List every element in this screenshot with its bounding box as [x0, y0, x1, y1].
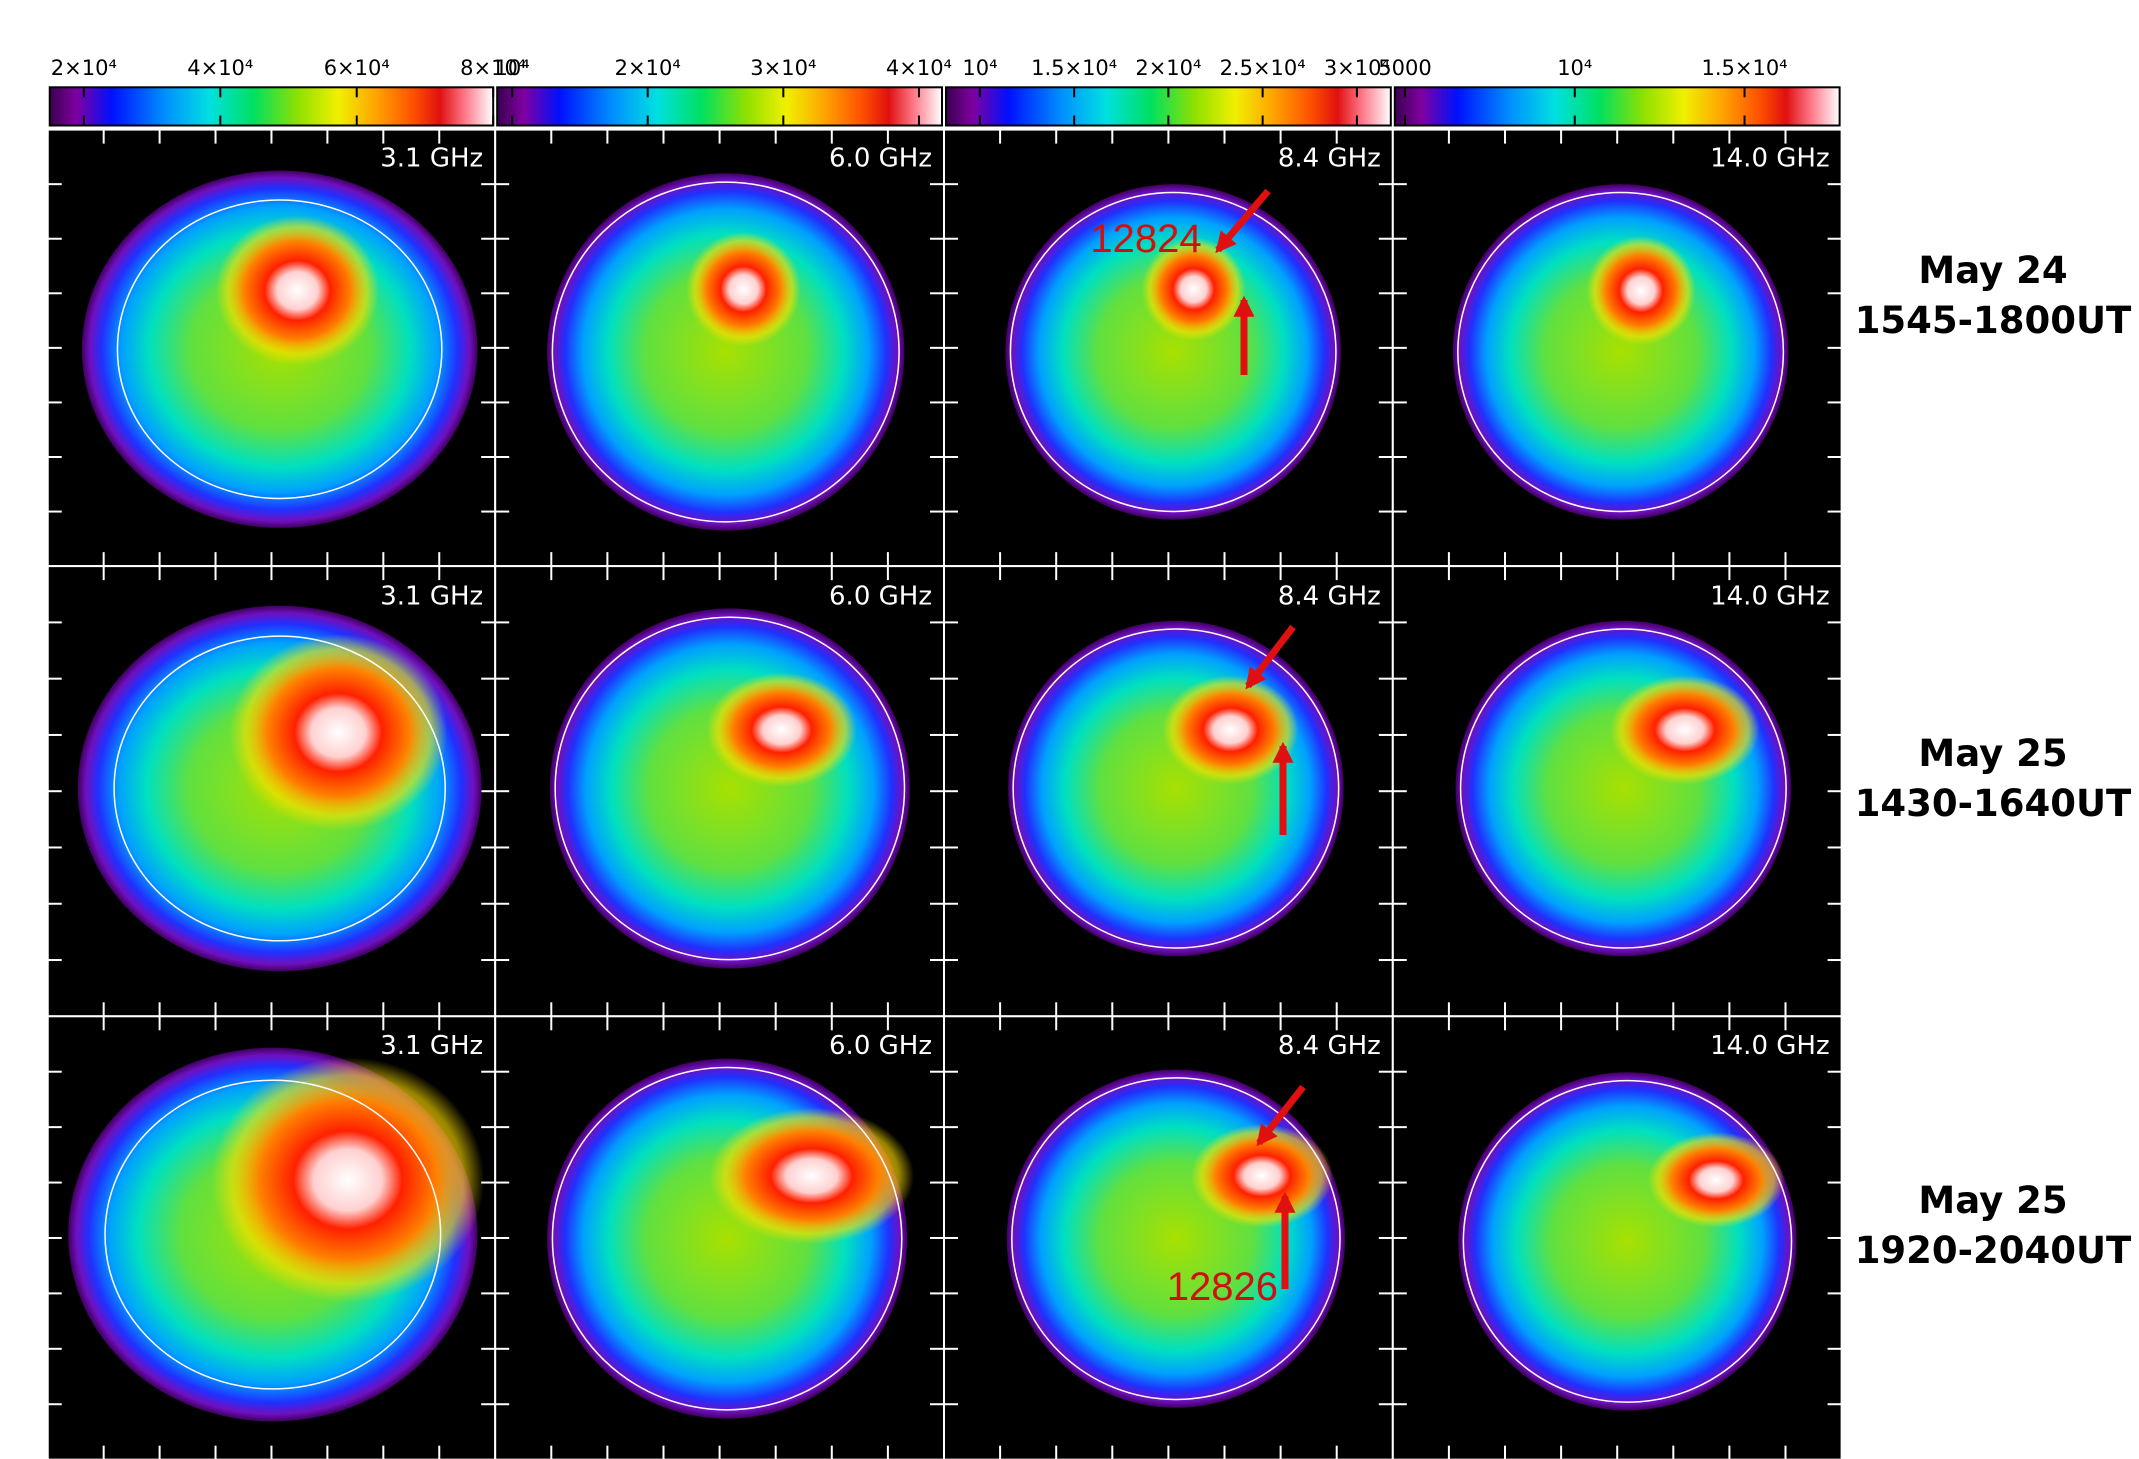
- active-region: [229, 634, 447, 830]
- solar-disk: [550, 608, 910, 968]
- colorbar-tick-label: 2×10⁴: [51, 56, 117, 80]
- row-date: May 24: [1918, 249, 2067, 292]
- solar-disk: [1456, 621, 1792, 957]
- solar-disk: [547, 173, 904, 530]
- colorbar: [497, 87, 942, 125]
- solar-disk: [1458, 1072, 1796, 1410]
- colorbar-tick-label: 4×10⁴: [886, 56, 952, 80]
- frequency-label: 14.0 GHz: [1710, 1031, 1830, 1061]
- colorbar-tick-label: 10⁴: [495, 56, 530, 80]
- frequency-label: 6.0 GHz: [829, 1031, 932, 1061]
- annotation: 12824: [1090, 217, 1201, 261]
- frequency-label: 8.4 GHz: [1278, 143, 1381, 173]
- active-region: [1587, 236, 1696, 345]
- colorbar-tick-label: 2×10⁴: [1135, 56, 1201, 80]
- colorbar-tick-label: 2.5×10⁴: [1220, 56, 1306, 80]
- frequency-label: 8.4 GHz: [1278, 582, 1381, 612]
- colorbar-tick-label: 3×10⁴: [750, 56, 816, 80]
- colorbar-tick-label: 1.5×10⁴: [1031, 56, 1117, 80]
- frequency-label: 14.0 GHz: [1710, 582, 1830, 612]
- row-time: 1920-2040UT: [1855, 1229, 2132, 1272]
- active-region: [1162, 675, 1298, 784]
- frequency-label: 6.0 GHz: [829, 582, 932, 612]
- frequency-label: 3.1 GHz: [380, 143, 483, 173]
- solar-disk: [1008, 621, 1344, 957]
- active-region: [1610, 675, 1760, 784]
- solar-disk: [1007, 1070, 1345, 1408]
- colorbar-tick-label: 10⁴: [1557, 56, 1592, 80]
- active-region: [211, 1057, 484, 1303]
- active-region: [1648, 1132, 1784, 1227]
- row-date: May 25: [1918, 1179, 2067, 1222]
- colorbar-tick-label: 6×10⁴: [324, 56, 390, 80]
- annotation: 12826: [1167, 1265, 1278, 1309]
- colorbar: [50, 87, 493, 125]
- active-region: [216, 216, 380, 366]
- solar-disk: [1453, 184, 1789, 520]
- active-region: [707, 673, 857, 788]
- frequency-label: 3.1 GHz: [380, 582, 483, 612]
- row-time: 1545-1800UT: [1855, 299, 2132, 342]
- figure: 3.1 GHz 6.0 GHz 8.4 GHz 14.0 GHz 3.1 GHz 6.0 …: [0, 0, 2139, 1459]
- colorbar-tick-label: 1.5×10⁴: [1701, 56, 1787, 80]
- colorbar-tick-label: 10⁴: [962, 56, 997, 80]
- row-time: 1430-1640UT: [1855, 782, 2132, 825]
- frequency-label: 6.0 GHz: [829, 143, 932, 173]
- frequency-label: 14.0 GHz: [1710, 143, 1830, 173]
- active-region: [686, 232, 801, 347]
- solar-disk: [547, 1059, 907, 1419]
- colorbar-tick-label: 4×10⁴: [187, 56, 253, 80]
- row-date: May 25: [1918, 732, 2067, 775]
- active-region: [709, 1108, 914, 1244]
- colorbar-tick-label: 2×10⁴: [615, 56, 681, 80]
- colorbar: [1395, 87, 1840, 125]
- frequency-label: 8.4 GHz: [1278, 1031, 1381, 1061]
- colorbar-tick-label: 5000: [1378, 56, 1431, 80]
- frequency-label: 3.1 GHz: [380, 1031, 483, 1061]
